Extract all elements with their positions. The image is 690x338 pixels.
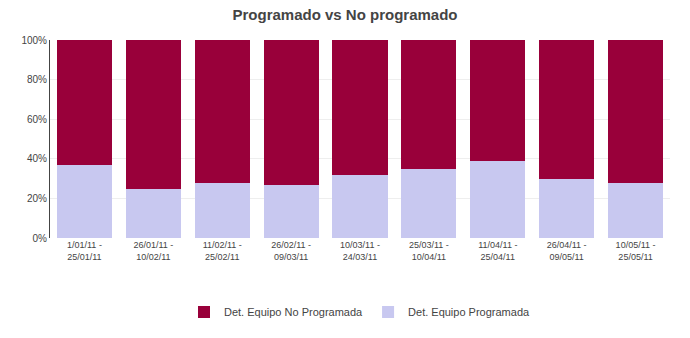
svg-text:26/01/11 -10/02/11: 26/01/11 -10/02/11 [133, 240, 173, 262]
svg-text:26/04/11 -09/05/11: 26/04/11 -09/05/11 [547, 240, 587, 262]
svg-text:40%: 40% [27, 153, 47, 164]
svg-text:20%: 20% [27, 193, 47, 204]
svg-text:11/02/11 -25/02/11: 11/02/11 -25/02/11 [203, 240, 242, 262]
svg-text:26/02/11 -09/03/11: 26/02/11 -09/03/11 [271, 240, 311, 262]
svg-text:25/03/11 -10/04/11: 25/03/11 -10/04/11 [409, 240, 449, 262]
svg-text:10/03/11 -24/03/11: 10/03/11 -24/03/11 [340, 240, 380, 262]
svg-text:Det. Equipo No Programada: Det. Equipo No Programada [224, 306, 363, 318]
svg-text:100%: 100% [21, 35, 47, 46]
svg-text:0%: 0% [33, 233, 48, 244]
svg-text:10/05/11 -25/05/11: 10/05/11 -25/05/11 [616, 240, 656, 262]
svg-text:80%: 80% [27, 74, 47, 85]
svg-text:1/01/11 -25/01/11: 1/01/11 -25/01/11 [67, 240, 102, 262]
svg-text:60%: 60% [27, 114, 47, 125]
svg-text:11/04/11 -25/04/11: 11/04/11 -25/04/11 [478, 240, 517, 262]
svg-text:Det. Equipo Programada: Det. Equipo Programada [408, 306, 530, 318]
svg-text:Programado vs No programado: Programado vs No programado [232, 6, 457, 23]
